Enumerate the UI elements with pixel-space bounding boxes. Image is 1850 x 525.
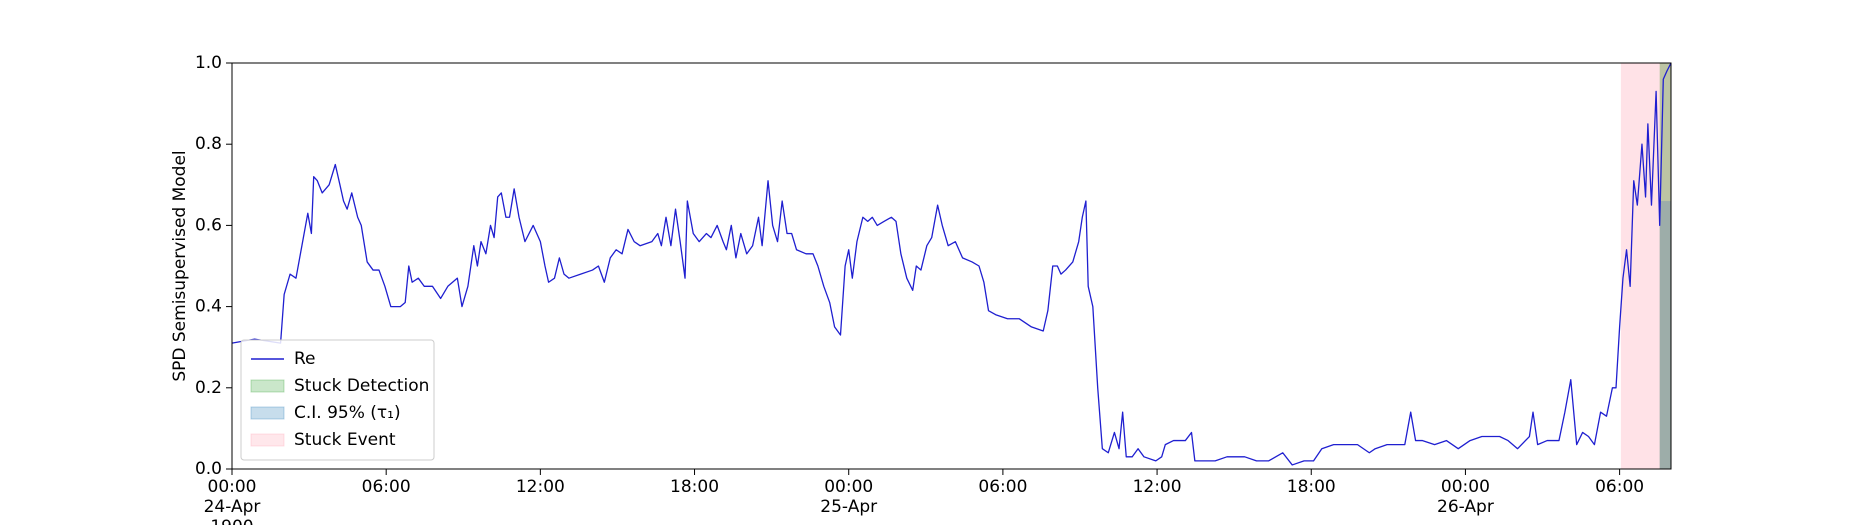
plot-frame xyxy=(231,62,1672,470)
x-tick-label: 18:00 xyxy=(1287,477,1336,497)
span xyxy=(1659,201,1671,470)
line xyxy=(231,62,1672,466)
legend-patch xyxy=(250,406,285,420)
legend-label: Re xyxy=(294,349,316,369)
y-tick-label: 0.4 xyxy=(195,297,222,317)
x-tick-label: 18:00 xyxy=(670,477,719,497)
legend-box xyxy=(240,339,435,461)
x-tick-label: 06:00 xyxy=(362,477,411,497)
x-tick-label: 00:00 xyxy=(824,477,873,497)
x-tick-label: 06:00 xyxy=(1595,477,1644,497)
legend: Re Stuck Detection C.I. 95% (τ₁) Stuck Even… xyxy=(240,339,435,461)
span xyxy=(1659,63,1671,469)
x-tick-label: 12:00 xyxy=(1133,477,1182,497)
y-tick-label: 0.6 xyxy=(195,215,222,235)
legend-label: Stuck Detection xyxy=(294,376,429,396)
x-tick-label: 00:00 xyxy=(1441,477,1490,497)
x-tick-year: 1900 xyxy=(210,517,253,525)
y-tick-label: 0.0 xyxy=(195,459,222,479)
legend-label: Stuck Event xyxy=(294,430,396,450)
y-tick-label: 1.0 xyxy=(195,53,222,73)
x-tick-label: 12:00 xyxy=(516,477,565,497)
x-tick-label: 00:00 xyxy=(208,477,257,497)
y-tick-label: 0.8 xyxy=(195,134,222,154)
y-axis-label: SPD Semisupervised Model xyxy=(170,150,190,381)
x-tick-date: 25-Apr xyxy=(820,497,877,517)
legend-label: C.I. 95% (τ₁) xyxy=(294,403,401,423)
legend-patch xyxy=(250,379,285,393)
x-tick-label: 06:00 xyxy=(978,477,1027,497)
x-tick-date: 24-Apr xyxy=(204,497,261,517)
y-tick-label: 0.2 xyxy=(195,378,222,398)
x-tick-date: 26-Apr xyxy=(1437,497,1494,517)
legend-patch xyxy=(250,433,285,447)
